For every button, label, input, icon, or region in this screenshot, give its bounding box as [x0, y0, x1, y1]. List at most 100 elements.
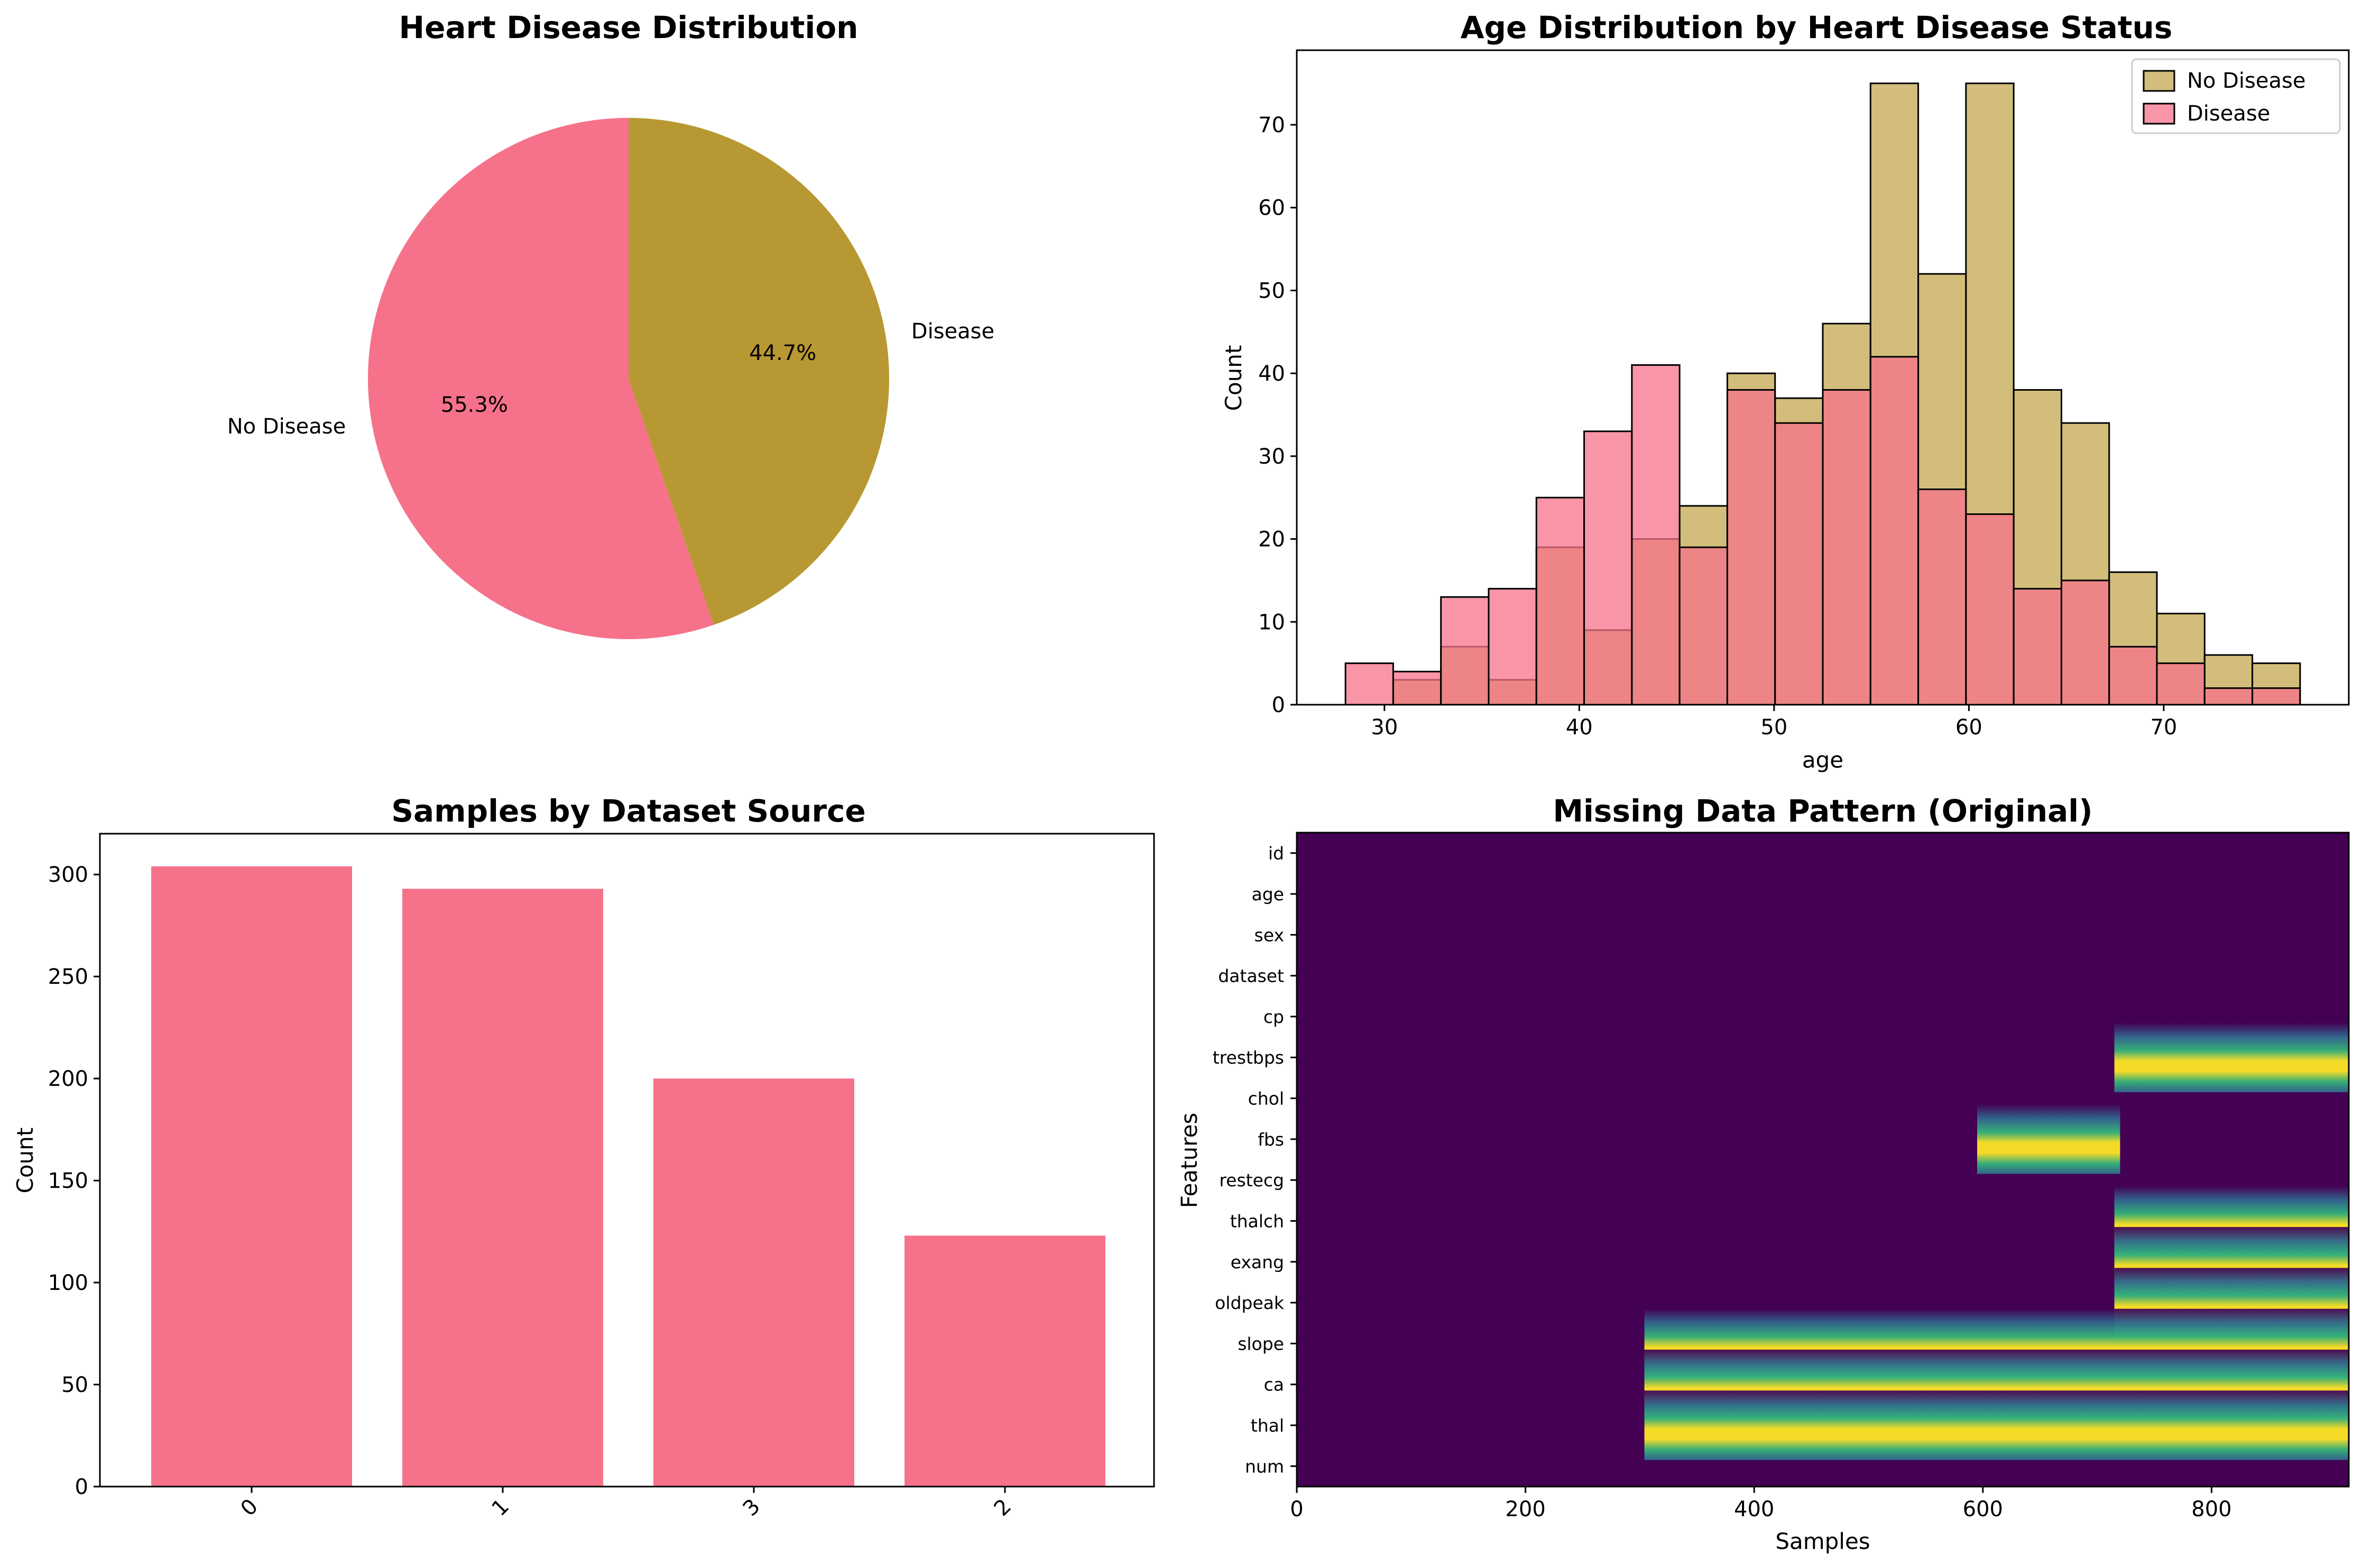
- dataset-bar-0: [151, 866, 352, 1487]
- dataset-bar-2: [905, 1235, 1105, 1487]
- dataset-y-tick-label: 100: [48, 1271, 88, 1295]
- histogram-title: Age Distribution by Heart Disease Status: [1461, 10, 2173, 45]
- hist-bar-disease-17: [2156, 662, 2206, 706]
- missing-block-fbs-0: [1977, 1104, 2120, 1174]
- hist-x-tick-label: 30: [1371, 715, 1398, 740]
- heatmap-feature-label-trestbps: trestbps: [1213, 1047, 1284, 1068]
- dataset-bar-3: [653, 1078, 854, 1487]
- hist-bar-disease-0: [1344, 662, 1394, 706]
- heatmap-x-tick-label: 0: [1290, 1497, 1303, 1521]
- hist-x-tick-label: 50: [1760, 715, 1787, 740]
- hist-y-tick-label: 70: [1258, 113, 1285, 137]
- pie-percent-disease: 44.7%: [749, 341, 816, 365]
- heatmap-panel: Missing Data Pattern (Original) id age sex…: [1176, 793, 2350, 1554]
- dataset-bar-axes-frame: [99, 833, 1155, 1488]
- heatmap-feature-label-ca: ca: [1264, 1375, 1284, 1395]
- heatmap-feature-label-exang: exang: [1231, 1252, 1284, 1272]
- dataset-y-tick-label: 250: [48, 965, 88, 989]
- hist-bar-disease-6: [1631, 364, 1681, 706]
- dataset-bar-title: Samples by Dataset Source: [391, 793, 865, 829]
- legend-label-disease: Disease: [2187, 102, 2270, 126]
- hist-bar-disease-2: [1440, 596, 1490, 706]
- heatmap-x-tick-label: 800: [2191, 1497, 2231, 1521]
- heatmap-title: Missing Data Pattern (Original): [1553, 793, 2092, 829]
- histogram-x-label: age: [1802, 747, 1843, 773]
- hist-bar-disease-1: [1392, 670, 1442, 706]
- heatmap-y-label: Features: [1176, 1113, 1202, 1209]
- heatmap-feature-label-cp: cp: [1263, 1007, 1284, 1027]
- dataset-x-tick-label: 0: [236, 1495, 263, 1521]
- heatmap-feature-label-age: age: [1252, 884, 1284, 905]
- hist-bar-disease-5: [1583, 430, 1633, 706]
- pie-slice-disease: [629, 118, 890, 625]
- hist-bar-disease-12: [1917, 488, 1967, 706]
- hist-y-tick-label: 10: [1258, 610, 1285, 634]
- heatmap-feature-label-id: id: [1268, 843, 1284, 864]
- hist-y-tick-label: 0: [1272, 693, 1285, 717]
- histogram-x-ticks: 30 40 50 60 70: [1371, 705, 2177, 740]
- hist-bar-disease-4: [1535, 496, 1585, 706]
- heatmap-feature-label-thalch: thalch: [1230, 1211, 1284, 1231]
- hist-bar-disease-9: [1774, 422, 1824, 706]
- dataset-y-tick-label: 50: [61, 1373, 88, 1397]
- dataset-x-tick-label: 3: [739, 1495, 765, 1521]
- legend-swatch-disease: [2143, 103, 2175, 125]
- heatmap-x-ticks: 0 200 400 600 800: [1290, 1487, 2232, 1521]
- hist-bar-disease-19: [2252, 687, 2301, 706]
- hist-y-tick-label: 30: [1258, 445, 1285, 469]
- dataset-bar-1: [402, 889, 603, 1487]
- dataset-x-tick-label: 1: [487, 1495, 514, 1521]
- hist-x-tick-label: 40: [1566, 715, 1593, 740]
- dataset-y-tick-label: 200: [48, 1067, 88, 1091]
- histogram-panel: Age Distribution by Heart Disease Status…: [1221, 10, 2350, 773]
- dataset-y-tick-label: 0: [75, 1475, 88, 1499]
- heatmap-feature-label-dataset: dataset: [1218, 966, 1284, 986]
- heatmap-feature-label-fbs: fbs: [1258, 1129, 1284, 1150]
- hist-bar-disease-11: [1869, 356, 1920, 706]
- hist-bar-disease-7: [1678, 546, 1728, 706]
- dataset-bar-y-ticks: 0 50 100 150 200 250 300: [48, 863, 100, 1499]
- dataset-bar-x-ticks: 0 1 3 2: [236, 1487, 1017, 1521]
- heatmap-feature-label-oldpeak: oldpeak: [1215, 1293, 1285, 1313]
- missing-block-thal-0: [1644, 1390, 2349, 1460]
- pie-slices: [368, 118, 890, 639]
- dataset-y-tick-label: 300: [48, 863, 88, 887]
- dataset-bars: [151, 866, 1105, 1487]
- hist-bar-disease-10: [1822, 389, 1871, 706]
- hist-bar-disease-18: [2203, 687, 2254, 706]
- hist-y-tick-label: 60: [1258, 196, 1285, 220]
- dataset-bar-y-label: Count: [12, 1128, 38, 1194]
- hist-bar-disease-14: [2013, 588, 2062, 706]
- heatmap-x-tick-label: 200: [1505, 1497, 1545, 1521]
- heatmap-feature-label-restecg: restecg: [1219, 1170, 1284, 1191]
- dataset-x-tick-label: 2: [990, 1495, 1017, 1521]
- heatmap-x-label: Samples: [1775, 1528, 1870, 1554]
- pie-title: Heart Disease Distribution: [399, 10, 859, 45]
- histogram-bars: [1344, 82, 2301, 706]
- hist-y-tick-label: 50: [1258, 279, 1285, 303]
- heatmap-feature-label-num: num: [1245, 1456, 1284, 1477]
- hist-bar-disease-15: [2060, 579, 2110, 706]
- histogram-y-label: Count: [1221, 345, 1247, 411]
- dataset-y-tick-label: 150: [48, 1169, 88, 1193]
- histogram-axes-frame: [1296, 49, 2350, 706]
- pie-label-no-disease: No Disease: [227, 414, 346, 439]
- hist-x-tick-label: 60: [1955, 715, 1982, 740]
- hist-y-tick-label: 20: [1258, 528, 1285, 552]
- heatmap-feature-label-slope: slope: [1238, 1333, 1284, 1354]
- heatmap-axes-frame: [1296, 832, 2350, 1488]
- hist-bar-disease-3: [1488, 588, 1537, 706]
- pie-labels: No Disease 55.3% Disease 44.7%: [227, 319, 994, 439]
- hist-bar-disease-16: [2108, 645, 2158, 706]
- hist-x-tick-label: 70: [2150, 715, 2177, 740]
- missing-block-trestbps-0: [2114, 1022, 2349, 1092]
- hist-bar-disease-13: [1965, 513, 2015, 706]
- heatmap-x-tick-label: 400: [1734, 1497, 1774, 1521]
- legend-label-no-disease: No Disease: [2187, 69, 2305, 93]
- histogram-y-ticks: 0 10 20 30 40 50 60 70: [1258, 113, 1297, 717]
- pie-percent-no-disease: 55.3%: [441, 393, 508, 417]
- legend-swatch-no-disease: [2143, 70, 2175, 92]
- pie-panel: Heart Disease Distribution No Disease 55.…: [227, 10, 994, 639]
- dataset-bar-panel: Samples by Dataset Source 0 50 100 150 200 25…: [12, 793, 1155, 1521]
- histogram-legend: No Disease Disease: [2131, 58, 2341, 134]
